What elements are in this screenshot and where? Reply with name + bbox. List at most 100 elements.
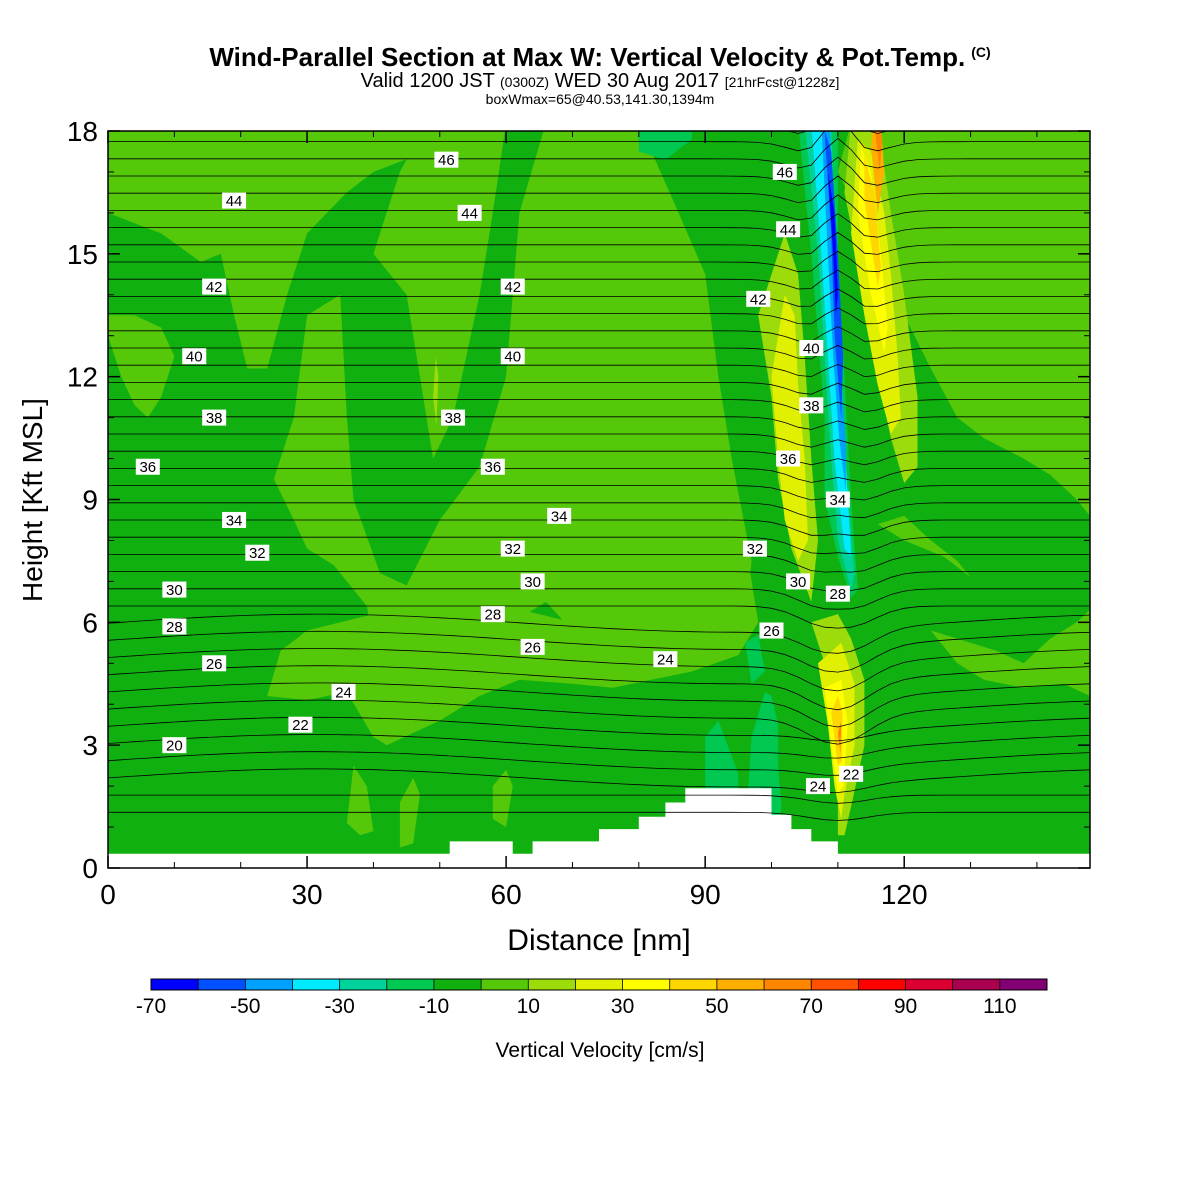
field-region-25: [771, 294, 808, 561]
field-region-11: [638, 131, 692, 160]
theta-contour-line: [108, 363, 1090, 378]
colorbar-swatch: [386, 979, 435, 990]
contour-label: 22: [292, 717, 309, 734]
theta-contour-line: [108, 288, 1090, 307]
colorbar-swatch: [292, 979, 341, 990]
x-axis-label: Distance [nm]: [507, 924, 690, 957]
colorbar-tick-label: -70: [136, 995, 166, 1018]
contour-label-bg: [825, 585, 850, 602]
field-region-24: [433, 356, 439, 426]
contour-label: 24: [810, 779, 827, 796]
contour-label-bg: [799, 340, 824, 357]
theta-contour-line: [108, 502, 1090, 519]
theta-contour-line: [108, 519, 1090, 536]
theta-contour-line: [108, 326, 1090, 342]
field-region-10: [930, 610, 1090, 696]
y-tick-label: 9: [82, 485, 98, 516]
contour-label: 34: [830, 492, 847, 509]
contour-label-bg: [520, 573, 545, 590]
theta-contour-line: [108, 613, 1090, 654]
theta-contour-line: [108, 485, 1090, 501]
theta-contour-line: [108, 131, 1090, 152]
theta-contour-line: [108, 156, 1090, 186]
contour-label: 46: [438, 152, 455, 169]
contour-label-bg: [457, 204, 482, 221]
theta-contour-line: [108, 307, 1090, 325]
field-region-5: [346, 765, 374, 836]
colorbar-label: Vertical Velocity [cm/s]: [496, 1039, 705, 1062]
x-tick-label: 60: [491, 879, 522, 910]
colorbar-swatch: [198, 979, 246, 990]
contour-label: 38: [206, 410, 223, 427]
theta-contour-line: [108, 768, 1090, 793]
colorbar-swatch: [528, 979, 576, 990]
colorbar-tick-label: 50: [705, 995, 728, 1018]
y-tick-label: 3: [82, 730, 98, 761]
contour-label: 26: [206, 656, 223, 673]
contour-label-bg: [135, 458, 160, 475]
field-region-20: [827, 171, 838, 316]
title-main: Wind-Parallel Section at Max W: Vertical…: [209, 42, 966, 72]
forecast-info: [21hrFcst@1228z]: [724, 74, 840, 90]
contour-label: 34: [226, 512, 243, 529]
colorbar-swatch: [905, 979, 954, 990]
contour-label: 42: [750, 291, 767, 308]
theta-contour-line: [108, 137, 1090, 169]
y-tick-label: 6: [82, 607, 98, 638]
field-region-0: [108, 131, 446, 369]
y-tick-label: 18: [67, 116, 98, 147]
velocity-field: [108, 131, 1090, 868]
contour-label: 32: [504, 541, 521, 558]
colorbar-swatch: [669, 979, 718, 990]
contour-label: 28: [166, 619, 183, 636]
contour-label-bg: [776, 221, 801, 238]
colorbar-swatch: [245, 979, 293, 990]
contour-label-bg: [799, 397, 824, 414]
contour-label: 34: [551, 508, 568, 525]
theta-contour-line: [108, 250, 1090, 273]
field-region-31: [831, 696, 843, 766]
x-tick-label: 120: [881, 879, 928, 910]
contour-label-bg: [653, 651, 678, 668]
field-region-34: [875, 131, 883, 172]
contour-label: 28: [830, 586, 847, 603]
contour-label-bg: [288, 716, 313, 733]
colorbar-swatch: [575, 979, 624, 990]
y-tick-label: 0: [82, 853, 98, 884]
colorbar-swatch: [811, 979, 859, 990]
contour-label-bg: [162, 618, 187, 635]
colorbar-swatch: [999, 979, 1048, 990]
theta-contour-line: [108, 751, 1090, 776]
colorbar-tick-label: 30: [611, 995, 634, 1018]
colorbar-swatch: [339, 979, 388, 990]
contour-label: 40: [186, 349, 203, 366]
colorbar-swatch: [858, 979, 907, 990]
contour-label: 32: [249, 545, 266, 562]
contour-label-bg: [547, 507, 572, 524]
theta-contour-line: [108, 467, 1090, 483]
contour-label: 22: [843, 766, 860, 783]
contour-label: 36: [780, 451, 797, 468]
theta-contour-line: [108, 588, 1090, 610]
contour-label: 30: [524, 574, 541, 591]
contour-label-bg: [441, 409, 466, 426]
contour-label-bg: [759, 622, 784, 639]
contour-label: 38: [803, 398, 820, 415]
contour-label: 42: [206, 279, 223, 296]
valid-prefix: Valid 1200 JST: [360, 70, 495, 92]
theta-contour-line: [108, 381, 1090, 395]
colorbar-tick-label: -10: [419, 995, 449, 1018]
contour-label-bg: [480, 606, 505, 623]
theta-contour-line: [108, 665, 1090, 711]
theta-contour-line: [108, 811, 1090, 821]
colorbar-swatch: [433, 979, 482, 990]
contour-label: 30: [790, 574, 807, 591]
contour-label-bg: [520, 638, 545, 655]
colorbar-swatch: [952, 979, 1001, 990]
field-region-1: [108, 315, 175, 418]
contour-label-bg: [772, 163, 797, 180]
contour-label: 40: [803, 341, 820, 358]
theta-contour-line: [108, 194, 1090, 221]
